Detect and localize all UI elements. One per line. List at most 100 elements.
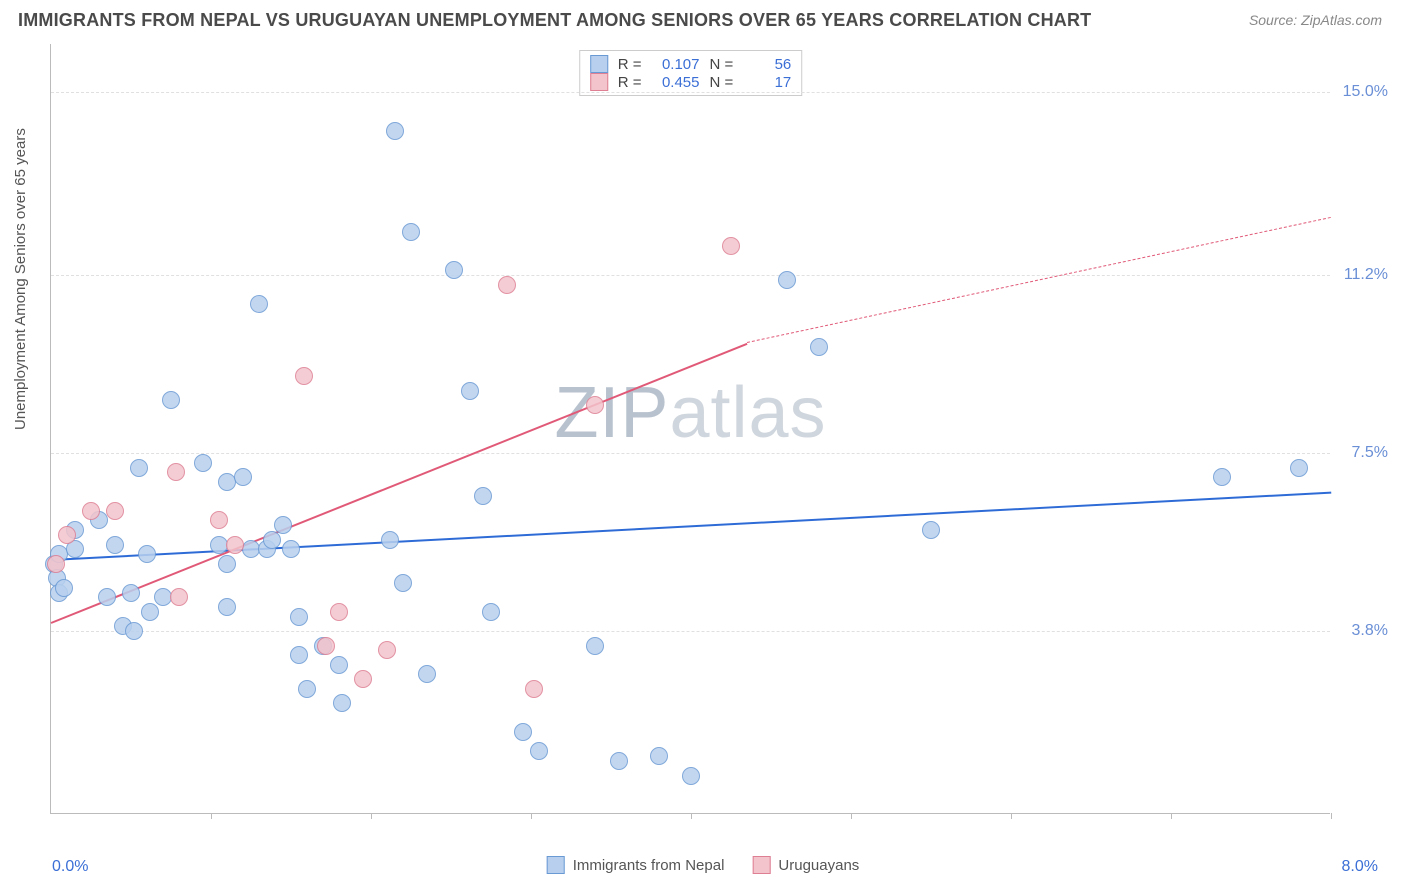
- legend-n-label: N =: [710, 56, 734, 73]
- data-point-nepal: [218, 555, 236, 573]
- correlation-legend: R =0.107N =56R =0.455N =17: [579, 50, 803, 96]
- data-point-nepal: [250, 295, 268, 313]
- chart-title: IMMIGRANTS FROM NEPAL VS URUGUAYAN UNEMP…: [18, 10, 1091, 31]
- data-point-nepal: [474, 487, 492, 505]
- y-tick-label: 15.0%: [1343, 83, 1388, 101]
- data-point-nepal: [333, 694, 351, 712]
- data-point-uruguay: [525, 680, 543, 698]
- y-tick-label: 11.2%: [1344, 266, 1388, 284]
- data-point-uruguay: [106, 502, 124, 520]
- legend-swatch: [590, 55, 608, 73]
- data-point-nepal: [290, 608, 308, 626]
- legend-label: Immigrants from Nepal: [573, 857, 725, 874]
- data-point-nepal: [298, 680, 316, 698]
- x-tick: [211, 813, 212, 819]
- legend-item-uruguay: Uruguayans: [752, 856, 859, 874]
- legend-r-value: 0.455: [652, 74, 700, 91]
- data-point-nepal: [445, 261, 463, 279]
- data-point-nepal: [141, 603, 159, 621]
- data-point-nepal: [418, 665, 436, 683]
- x-tick: [531, 813, 532, 819]
- data-point-nepal: [194, 454, 212, 472]
- data-point-uruguay: [226, 536, 244, 554]
- x-tick: [1011, 813, 1012, 819]
- data-point-nepal: [106, 536, 124, 554]
- y-axis-label: Unemployment Among Seniors over 65 years: [12, 128, 29, 430]
- data-point-nepal: [98, 588, 116, 606]
- data-point-nepal: [610, 752, 628, 770]
- data-point-uruguay: [317, 637, 335, 655]
- x-tick: [1171, 813, 1172, 819]
- trend-line-extrapolated: [747, 217, 1331, 343]
- legend-n-value: 56: [743, 56, 791, 73]
- data-point-nepal: [263, 531, 281, 549]
- data-point-uruguay: [47, 555, 65, 573]
- legend-r-value: 0.107: [652, 56, 700, 73]
- data-point-nepal: [290, 646, 308, 664]
- data-point-nepal: [55, 579, 73, 597]
- data-point-nepal: [482, 603, 500, 621]
- legend-swatch: [547, 856, 565, 874]
- x-tick: [691, 813, 692, 819]
- data-point-nepal: [282, 540, 300, 558]
- y-tick-label: 3.8%: [1352, 622, 1388, 640]
- gridline: [51, 275, 1330, 276]
- data-point-nepal: [1290, 459, 1308, 477]
- data-point-nepal: [810, 338, 828, 356]
- data-point-nepal: [514, 723, 532, 741]
- data-point-nepal: [394, 574, 412, 592]
- legend-row-uruguay: R =0.455N =17: [590, 73, 792, 91]
- gridline: [51, 92, 1330, 93]
- series-legend: Immigrants from Nepal Uruguayans: [547, 856, 860, 874]
- x-axis-end: 8.0%: [1342, 858, 1378, 876]
- watermark-atlas: atlas: [669, 373, 826, 453]
- data-point-uruguay: [330, 603, 348, 621]
- data-point-nepal: [330, 656, 348, 674]
- legend-r-label: R =: [618, 74, 642, 91]
- data-point-uruguay: [170, 588, 188, 606]
- legend-n-label: N =: [710, 74, 734, 91]
- data-point-nepal: [138, 545, 156, 563]
- data-point-nepal: [274, 516, 292, 534]
- data-point-uruguay: [58, 526, 76, 544]
- scatter-plot: ZIPatlas R =0.107N =56R =0.455N =17 3.8%…: [50, 44, 1330, 814]
- legend-r-label: R =: [618, 56, 642, 73]
- data-point-nepal: [402, 223, 420, 241]
- data-point-nepal: [122, 584, 140, 602]
- data-point-uruguay: [82, 502, 100, 520]
- data-point-nepal: [1213, 468, 1231, 486]
- data-point-nepal: [162, 391, 180, 409]
- data-point-uruguay: [210, 511, 228, 529]
- data-point-nepal: [650, 747, 668, 765]
- data-point-nepal: [586, 637, 604, 655]
- gridline: [51, 631, 1330, 632]
- y-tick-label: 7.5%: [1352, 444, 1388, 462]
- data-point-nepal: [461, 382, 479, 400]
- data-point-uruguay: [378, 641, 396, 659]
- legend-item-nepal: Immigrants from Nepal: [547, 856, 725, 874]
- data-point-nepal: [386, 122, 404, 140]
- data-point-nepal: [130, 459, 148, 477]
- data-point-nepal: [125, 622, 143, 640]
- legend-row-nepal: R = 0.107 N = 56: [590, 55, 792, 73]
- data-point-nepal: [381, 531, 399, 549]
- data-point-nepal: [234, 468, 252, 486]
- data-point-nepal: [682, 767, 700, 785]
- legend-swatch: [752, 856, 770, 874]
- data-point-uruguay: [354, 670, 372, 688]
- legend-swatch: [590, 73, 608, 91]
- data-point-uruguay: [498, 276, 516, 294]
- data-point-uruguay: [586, 396, 604, 414]
- legend-label: Uruguayans: [778, 857, 859, 874]
- gridline: [51, 453, 1330, 454]
- data-point-nepal: [778, 271, 796, 289]
- x-tick: [851, 813, 852, 819]
- data-point-uruguay: [722, 237, 740, 255]
- data-point-nepal: [922, 521, 940, 539]
- data-point-nepal: [530, 742, 548, 760]
- x-tick: [1331, 813, 1332, 819]
- data-point-uruguay: [295, 367, 313, 385]
- x-axis-start: 0.0%: [52, 858, 88, 876]
- data-point-nepal: [218, 598, 236, 616]
- source-label: Source: ZipAtlas.com: [1249, 12, 1382, 28]
